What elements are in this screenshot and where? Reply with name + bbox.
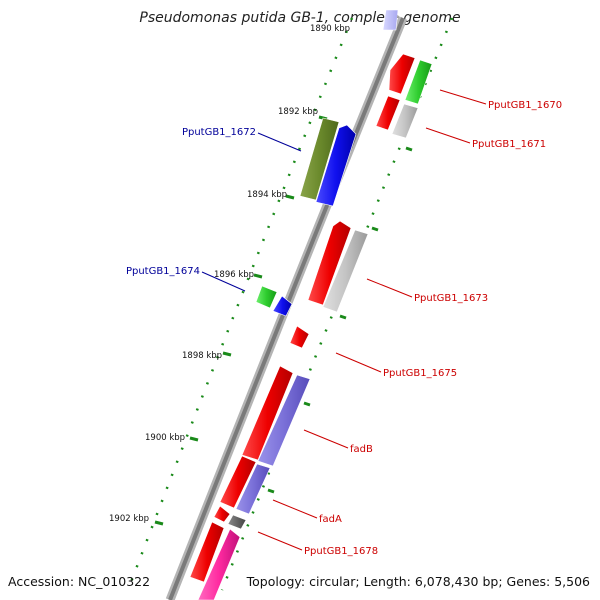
gene-feature-1671-gray [391,103,419,139]
gene-feature-1673 [307,220,352,306]
genome-summary-text: Topology: circular; Length: 6,078,430 bp… [246,574,590,589]
gene-feature-1678 [189,521,225,583]
scale-label: 1894 kbp [247,190,287,200]
gene-feature-fadA [219,455,257,509]
gene-feature-1670 [388,53,416,95]
gene-label-fadA[interactable]: fadA [319,514,342,525]
gene-label-1675[interactable]: PputGB1_1675 [383,368,457,379]
gene-label-1670[interactable]: PputGB1_1670 [488,100,562,111]
leader-lines [201,89,487,551]
gene-feature-1672-olive [299,117,340,201]
gene-feature-fadB [241,365,294,461]
scale-label: 1896 kbp [214,270,254,280]
scale-label: 1898 kbp [182,351,222,361]
genome-backbone-core [168,17,405,600]
gene-feature-1671 [375,95,401,131]
gene-feature-1674-green [255,285,278,309]
scale-label: 1900 kbp [145,433,185,443]
gene-feature-fadB-purple [257,374,311,467]
map-title: Pseudomonas putida GB-1, complete genome [139,10,460,26]
scale-label: 1902 kbp [109,514,149,524]
gene-feature-1675 [289,325,310,349]
accession-text: Accession: NC_010322 [8,574,150,589]
gene-feature-1673-gray [322,229,369,313]
gene-feature-1670-green [404,59,433,105]
major-ticks [154,115,413,526]
gene-feature-small-red [213,505,231,523]
gene-label-1674[interactable]: PputGB1_1674 [126,266,200,277]
gene-features [189,9,433,600]
scale-label-top: 1890 kbp [310,24,350,34]
gene-label-fadB[interactable]: fadB [350,444,373,455]
inner-tick-guide [126,17,354,591]
gene-label-1678[interactable]: PputGB1_1678 [304,546,378,557]
gene-label-1673[interactable]: PputGB1_1673 [414,293,488,304]
gene-feature-1672 [315,124,357,207]
gene-feature-small-gray [227,514,247,530]
gene-label-1672[interactable]: PputGB1_1672 [182,127,256,138]
gene-feature-1678-pink [197,528,241,600]
gene-feature-fadA-purple [235,463,271,515]
gene-feature-partial [382,9,399,31]
gene-label-1671[interactable]: PputGB1_1671 [472,139,546,150]
gene-feature-1674 [272,295,293,317]
scale-label: 1892 kbp [278,107,318,117]
